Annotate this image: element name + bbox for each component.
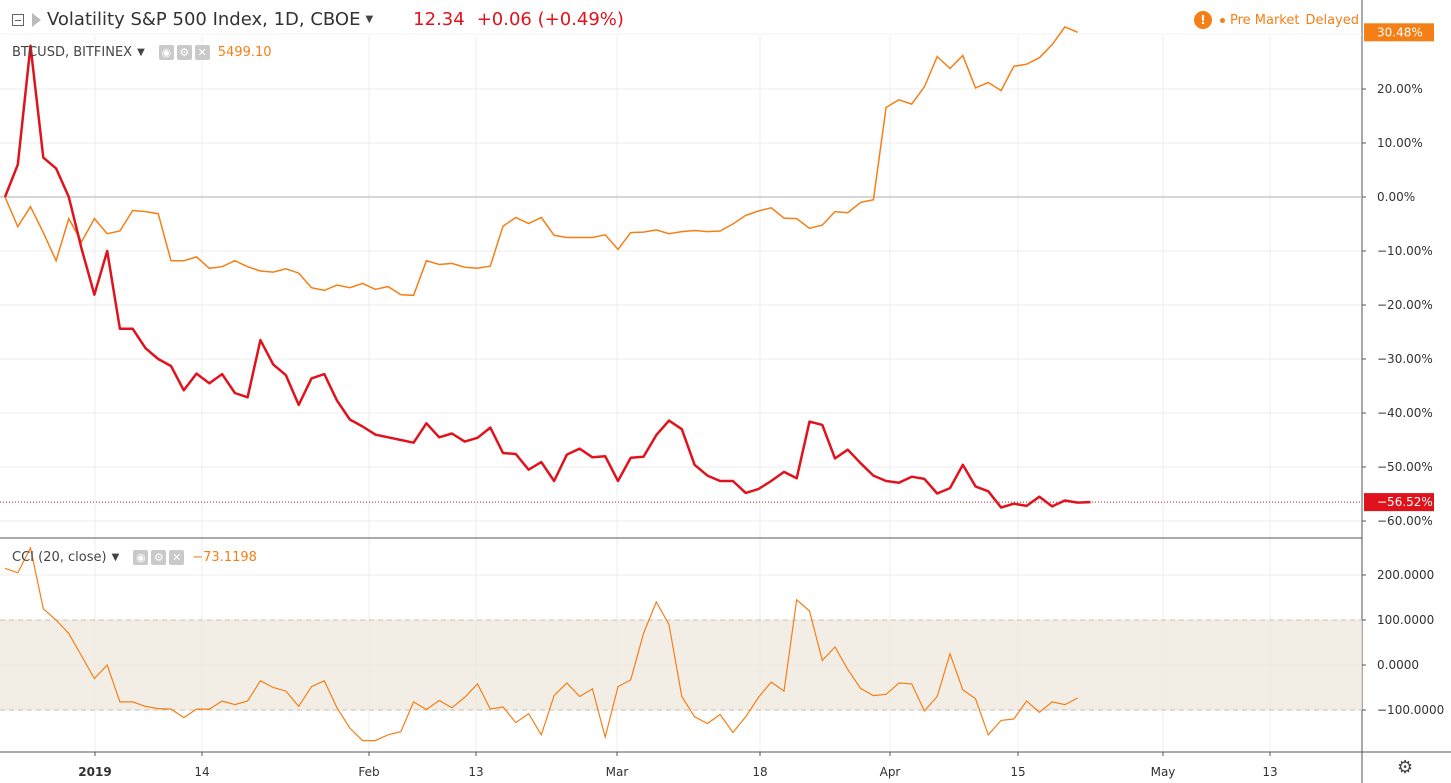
y-tick-label: −40.00%: [1377, 406, 1433, 420]
x-tick-label: 15: [1010, 765, 1025, 779]
y-axis-cci[interactable]: 200.0000 100.0000 0.0000 −100.0000: [1362, 568, 1444, 717]
close-icon[interactable]: ✕: [169, 550, 185, 565]
close-icon[interactable]: ✕: [194, 45, 210, 60]
settings-gear-icon[interactable]: ⚙: [1397, 757, 1414, 778]
y-tick-label: 10.00%: [1377, 136, 1423, 150]
x-tick-label: 2019: [78, 765, 111, 779]
x-tick-label: 14: [194, 765, 209, 779]
symbol-header: Volatility S&P 500 Index, 1D, CBOE ▼ 12.…: [12, 9, 624, 30]
collapse-icon[interactable]: [12, 13, 24, 26]
chevron-down-icon[interactable]: ▼: [111, 552, 120, 563]
cci-y-tick-label: 100.0000: [1377, 613, 1434, 627]
y-tick-label: 0.00%: [1377, 190, 1415, 204]
market-status: ! Pre Market Delayed: [1193, 11, 1359, 29]
x-axis[interactable]: 2019 14 Feb 13 Mar 18 Apr 15 May 13: [78, 752, 1278, 779]
reference-lines: [0, 196, 1362, 711]
warning-icon[interactable]: !: [1193, 11, 1212, 29]
btc-legend: BTCUSD, BITFINEX ▼ ◉ ⚙ ✕ 5499.10: [12, 45, 272, 60]
y-tick-label: −20.00%: [1377, 298, 1433, 312]
cci-y-tick-label: 0.0000: [1377, 658, 1419, 672]
cci-legend-value: −73.1198: [192, 550, 257, 565]
btc-legend-value: 5499.10: [217, 45, 272, 60]
x-tick-label: Apr: [880, 765, 901, 779]
chevron-down-icon[interactable]: ▼: [137, 47, 145, 58]
btc-legend-name[interactable]: BTCUSD, BITFINEX: [12, 45, 133, 60]
y-axis-main[interactable]: 20.00% 10.00% 0.00% −10.00% −20.00% −30.00% −4…: [1362, 82, 1433, 528]
y-tick-label: −10.00%: [1377, 244, 1433, 258]
cci-band: [0, 620, 1362, 710]
price-readout: 12.34: [413, 9, 465, 30]
flag-icon[interactable]: [32, 12, 41, 27]
vix-last-label: −56.52%: [1377, 495, 1433, 509]
vix-series-line[interactable]: [3, 44, 1091, 509]
x-tick-label: 18: [752, 765, 767, 779]
market-status-label: Pre Market: [1229, 12, 1300, 28]
gear-icon[interactable]: ⚙: [151, 550, 167, 565]
cci-y-tick-label: −100.0000: [1377, 703, 1444, 717]
vix-last-label-bg: [1364, 493, 1434, 512]
cci-legend-name[interactable]: CCI (20, close): [12, 550, 107, 565]
x-tick-label: Mar: [606, 765, 629, 779]
eye-icon[interactable]: ◉: [133, 550, 149, 565]
cci-legend: CCI (20, close) ▼ ◉ ⚙ ✕ −73.1198: [12, 550, 257, 565]
y-tick-label: 20.00%: [1377, 82, 1423, 96]
delay-status-label: Delayed: [1305, 12, 1359, 28]
btc-last-label-bg: [1364, 23, 1434, 42]
price-change: +0.06 (+0.49%): [476, 9, 624, 30]
btc-last-label: 30.48%: [1377, 25, 1423, 39]
x-tick-label: 13: [468, 765, 483, 779]
x-tick-label: May: [1151, 765, 1176, 779]
cci-series-line[interactable]: [4, 546, 1078, 742]
status-dot-icon: [1219, 17, 1225, 23]
eye-icon[interactable]: ◉: [158, 45, 174, 60]
gear-icon[interactable]: ⚙: [176, 45, 192, 60]
y-tick-label: −60.00%: [1377, 514, 1433, 528]
x-tick-label: Feb: [358, 765, 379, 779]
x-tick-label: 13: [1262, 765, 1277, 779]
last-value-labels: 30.48% −56.52%: [1364, 23, 1434, 512]
chevron-down-icon[interactable]: ▼: [365, 14, 374, 25]
y-tick-label: −30.00%: [1377, 352, 1433, 366]
cci-y-tick-label: 200.0000: [1377, 568, 1434, 582]
btc-series-line[interactable]: [4, 25, 1078, 297]
y-tick-label: −50.00%: [1377, 460, 1433, 474]
symbol-title[interactable]: Volatility S&P 500 Index, 1D, CBOE: [47, 9, 361, 30]
